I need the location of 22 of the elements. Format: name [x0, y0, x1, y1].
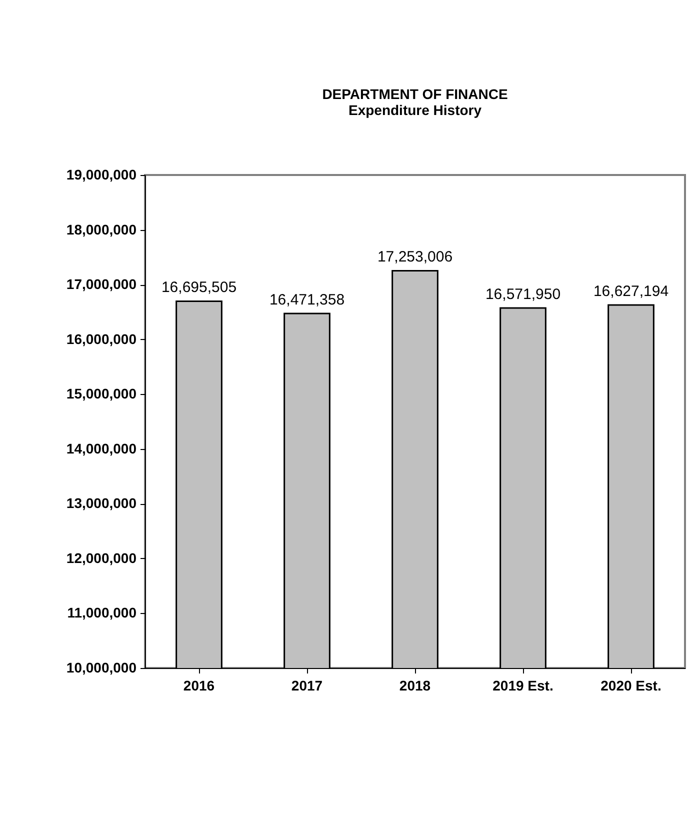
data-label: 16,627,194	[593, 282, 669, 300]
x-tick-label: 2017	[291, 678, 323, 694]
chart-title: DEPARTMENT OF FINANCE	[322, 86, 508, 102]
y-tick-label: 10,000,000	[66, 660, 137, 676]
data-label: 17,253,006	[377, 248, 453, 266]
x-tick-label: 2020 Est.	[600, 678, 662, 694]
x-tick-label: 2016	[183, 678, 215, 694]
y-tick-label: 17,000,000	[66, 276, 137, 292]
y-tick-label: 14,000,000	[66, 440, 137, 456]
y-tick-label: 16,000,000	[66, 330, 137, 347]
y-tick-label: 12,000,000	[66, 550, 137, 566]
x-tick-label: 2019 Est.	[492, 678, 554, 694]
y-tick-label: 11,000,000	[67, 604, 137, 621]
chart-subtitle: Expenditure History	[348, 102, 482, 118]
y-tick-label: 13,000,000	[66, 495, 137, 512]
data-label: 16,695,505	[161, 279, 237, 296]
y-tick-label: 19,000,000	[66, 166, 137, 182]
y-tick-label: 18,000,000	[66, 221, 137, 238]
x-tick-label: 2018	[399, 678, 431, 694]
data-label: 16,471,358	[269, 292, 345, 309]
data-label: 16,571,950	[485, 286, 561, 304]
y-tick-label: 15,000,000	[66, 386, 137, 402]
